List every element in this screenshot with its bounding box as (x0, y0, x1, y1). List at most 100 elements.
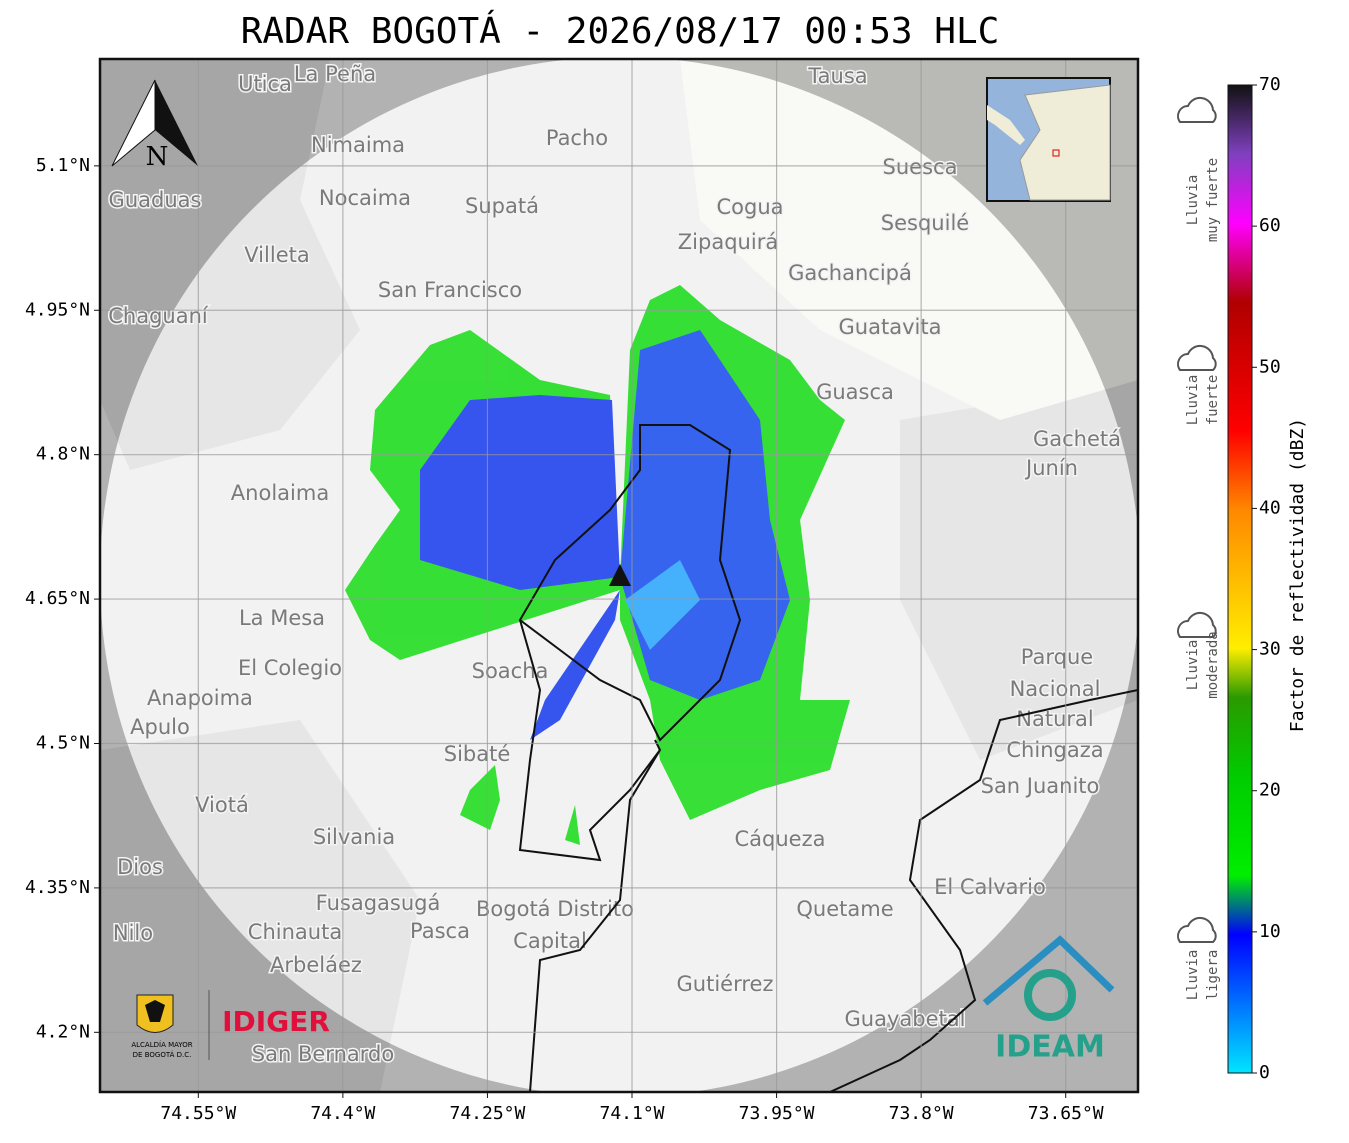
colorbar-tick-label: 10 (1259, 921, 1281, 942)
legend-label: ligera (1205, 950, 1221, 1001)
alcaldia-text: ALCALDÍA MAYOR (131, 1040, 192, 1049)
bogota-boundary (518, 424, 742, 742)
ideam-logo: IDEAM (982, 935, 1115, 1065)
place-label: Viotá (195, 793, 249, 817)
colorbar-label: Factor de reflectividad (dBZ) (1287, 418, 1308, 732)
place-label: Chingaza (1006, 738, 1103, 762)
legend-item: Lluvia fuerte (1177, 344, 1221, 426)
place-label: Sesquilé (881, 211, 969, 235)
place-label: Cogua (716, 195, 783, 219)
place-label: Villeta (244, 243, 309, 267)
weather-icon (1177, 916, 1217, 943)
place-label: Dios (117, 855, 163, 879)
legend-label: Lluvia (1185, 950, 1201, 1001)
y-tick-label: 4.35°N (25, 877, 90, 898)
place-label: Bogotá Distrito (476, 897, 634, 921)
place-label: Guaduas (109, 188, 202, 212)
colorbar-tick-label: 20 (1259, 780, 1281, 801)
place-label: Cáqueza (735, 827, 826, 851)
x-tick-label: 74.55°W (160, 1103, 236, 1124)
place-label: Gachetá (1033, 427, 1121, 451)
legend-item: Lluvia ligera (1177, 916, 1221, 1001)
colorbar-tick-label: 70 (1259, 74, 1281, 95)
place-label: El Colegio (238, 656, 342, 680)
place-label: Suesca (883, 155, 958, 179)
place-label: El Calvario (934, 875, 1046, 899)
colorbar-tick-label: 50 (1259, 356, 1281, 377)
place-label: Quetame (796, 897, 893, 921)
legend-label: fuerte (1205, 375, 1221, 426)
place-label: Guayabetal (845, 1007, 966, 1031)
ideam-text: IDEAM (995, 1030, 1105, 1065)
place-label: Capital (513, 929, 587, 953)
place-label: San Juanito (981, 774, 1100, 798)
place-label: Anapoima (147, 686, 253, 710)
alcaldia-logo: ALCALDÍA MAYOR DE BOGOTÁ D.C. IDIGER (131, 990, 330, 1060)
place-label: Nilo (113, 921, 153, 945)
x-tick-label: 73.95°W (739, 1103, 815, 1124)
north-arrow: N (111, 79, 198, 172)
place-label: Nimaima (311, 133, 405, 157)
place-label: Nocaima (319, 186, 411, 210)
idiger-logo: IDIGER (222, 1005, 330, 1038)
weather-icon (1177, 344, 1217, 371)
colorbar-tick-label: 60 (1259, 215, 1281, 236)
place-label: Pacho (546, 126, 608, 150)
legend-item: Lluvia muy fuerte (1177, 96, 1221, 242)
weather-icon (1177, 96, 1217, 123)
x-tick-label: 74.25°W (450, 1103, 526, 1124)
legend-label: muy fuerte (1205, 158, 1221, 242)
place-label: Guasca (816, 380, 894, 404)
place-label: Natural (1016, 707, 1093, 731)
place-label: Silvania (313, 825, 395, 849)
colorbar-tick-label: 30 (1259, 639, 1281, 660)
north-label: N (146, 142, 169, 172)
map: Utica La Peña Tausa Pacho Nimaima Guaduas Noca… (100, 59, 1138, 1092)
y-tick-label: 5.1°N (36, 155, 90, 176)
weather-icon (1177, 611, 1217, 638)
x-tick-label: 74.1°W (599, 1103, 664, 1124)
place-label: Chaguaní (108, 304, 209, 328)
legend-label: moderada (1205, 631, 1221, 698)
legend-label: Lluvia (1185, 375, 1201, 426)
place-label: Fusagasugá (316, 891, 441, 915)
colorbar-tick-label: 0 (1259, 1062, 1270, 1083)
place-label: Junín (1024, 456, 1078, 480)
place-label: San Bernardo (252, 1042, 394, 1066)
title: RADAR BOGOTÁ - 2026/08/17 00:53 HLC (241, 10, 1000, 52)
department-boundary (518, 619, 1138, 1092)
place-label: La Mesa (239, 606, 325, 630)
legend-item: Lluvia moderada (1177, 611, 1221, 699)
place-label: Utica (238, 72, 292, 96)
legend-label: Lluvia (1185, 640, 1201, 691)
y-tick-label: 4.65°N (25, 588, 90, 609)
radar-site (609, 564, 631, 586)
place-label: Zipaquirá (678, 230, 778, 254)
place-label: Arbeláez (270, 953, 362, 977)
place-label: Guatavita (839, 315, 942, 339)
place-label: La Peña (294, 62, 376, 86)
y-tick-label: 4.95°N (25, 299, 90, 320)
place-label: Sibaté (444, 742, 511, 766)
y-tick-label: 4.2°N (36, 1021, 90, 1042)
place-label: Pasca (410, 919, 470, 943)
y-tick-label: 4.5°N (36, 732, 90, 753)
y-tick-label: 4.8°N (36, 444, 90, 465)
inset-map (986, 77, 1111, 202)
x-tick-label: 74.4°W (310, 1103, 375, 1124)
place-label: Nacional (1010, 677, 1101, 701)
place-label: Parque (1021, 645, 1093, 669)
place-label: Anolaima (231, 481, 329, 505)
alcaldia-text: DE BOGOTÁ D.C. (133, 1050, 192, 1059)
x-tick-label: 73.65°W (1028, 1103, 1104, 1124)
radar-echo (345, 285, 850, 845)
place-label: Supatá (465, 194, 539, 218)
place-label: San Francisco (378, 278, 522, 302)
colorbar-tick-label: 40 (1259, 497, 1281, 518)
legend-label: Lluvia (1185, 175, 1201, 226)
map-frame (98, 57, 1140, 1094)
place-label: Chinauta (248, 920, 342, 944)
x-tick-label: 73.8°W (889, 1103, 954, 1124)
colorbar (1227, 84, 1253, 1074)
